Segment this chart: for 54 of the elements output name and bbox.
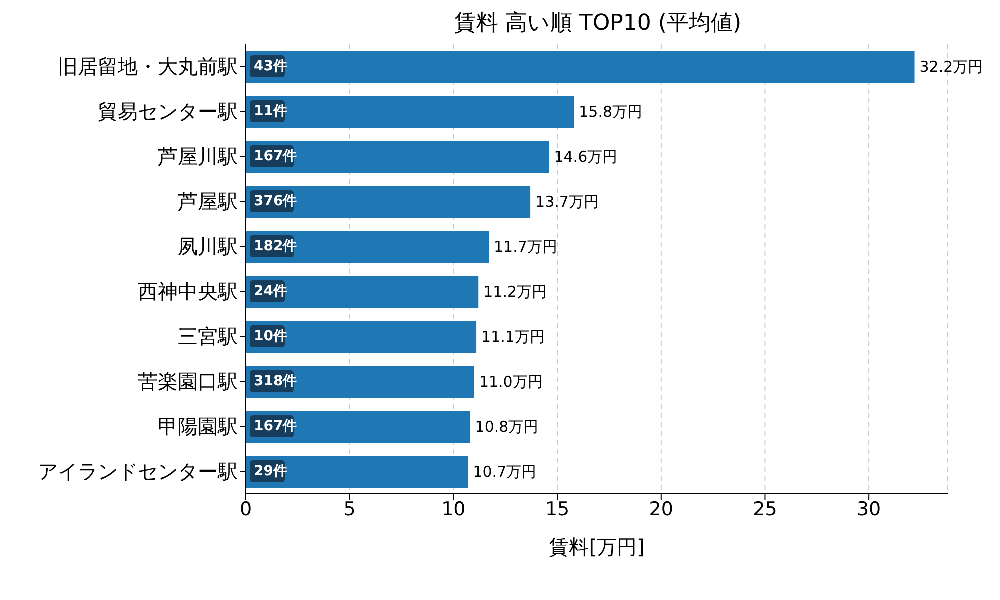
bar <box>246 186 531 218</box>
y-tick-label: 西神中央駅 <box>138 280 238 304</box>
x-tick-label: 5 <box>344 498 356 520</box>
bar <box>246 411 470 443</box>
bar <box>246 321 477 353</box>
count-tag: 11件 <box>250 100 288 122</box>
y-tick-label: 貿易センター駅 <box>98 100 238 124</box>
y-tick-label: 夙川駅 <box>178 234 238 259</box>
data-label: 11.7万円 <box>494 238 558 256</box>
annotation: 376件 <box>254 194 298 210</box>
bar <box>246 96 574 128</box>
annotation: 167件 <box>254 418 298 434</box>
y-tick-label: アイランドセンター駅 <box>38 460 238 484</box>
data-label: 11.2万円 <box>484 283 548 301</box>
y-tick-label: 三宮駅 <box>178 324 238 349</box>
annotation: 24件 <box>254 284 288 300</box>
annotation: 167件 <box>254 148 298 164</box>
data-label: 14.6万円 <box>554 148 618 166</box>
x-tick-label: 0 <box>240 498 252 520</box>
y-tick-label: 旧居留地・大丸前駅 <box>58 54 238 79</box>
data-label: 11.1万円 <box>482 328 545 346</box>
x-tick-label: 10 <box>442 498 466 520</box>
data-label: 10.8万円 <box>475 418 539 436</box>
x-tick-label: 20 <box>649 498 674 520</box>
x-axis-title: 賃料[万円] <box>549 535 645 559</box>
count-tag: 43件 <box>250 56 288 78</box>
data-label: 32.2万円 <box>920 58 984 76</box>
annotation: 182件 <box>254 238 298 254</box>
annotation: 11件 <box>254 104 288 120</box>
annotation: 318件 <box>254 374 298 390</box>
bar <box>246 276 479 308</box>
bar <box>246 366 474 398</box>
y-tick-label: 甲陽園駅 <box>158 414 238 439</box>
annotation: 10件 <box>254 328 288 344</box>
annotation: 43件 <box>254 58 288 74</box>
x-tick-label: 25 <box>753 498 778 520</box>
y-tick-label: 苦楽園口駅 <box>138 370 238 394</box>
data-label: 15.8万円 <box>579 103 643 121</box>
count-tag: 24件 <box>250 280 288 302</box>
bar <box>246 141 550 173</box>
count-tag: 10件 <box>250 326 288 348</box>
bar <box>246 456 468 488</box>
data-label: 10.7万円 <box>473 463 537 481</box>
bar <box>246 51 915 83</box>
chart-title: 賃料 高い順 TOP10 (平均値) <box>453 10 743 38</box>
bar <box>246 231 489 263</box>
x-tick-label: 15 <box>545 498 570 520</box>
y-tick-label: 芦屋川駅 <box>158 144 238 169</box>
data-label: 13.7万円 <box>536 193 599 211</box>
data-label: 11.0万円 <box>479 373 543 391</box>
y-tick-label: 芦屋駅 <box>178 190 238 214</box>
count-tag: 29件 <box>250 460 288 482</box>
annotation: 29件 <box>254 464 288 480</box>
x-tick-label: 30 <box>856 498 882 520</box>
